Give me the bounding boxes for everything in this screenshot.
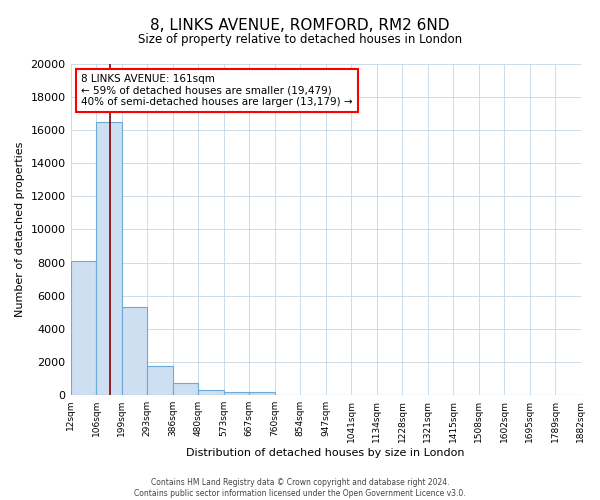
Text: 8, LINKS AVENUE, ROMFORD, RM2 6ND: 8, LINKS AVENUE, ROMFORD, RM2 6ND xyxy=(150,18,450,32)
Text: 8 LINKS AVENUE: 161sqm
← 59% of detached houses are smaller (19,479)
40% of semi: 8 LINKS AVENUE: 161sqm ← 59% of detached… xyxy=(81,74,352,107)
Bar xyxy=(96,122,122,395)
Bar xyxy=(224,392,249,395)
X-axis label: Distribution of detached houses by size in London: Distribution of detached houses by size … xyxy=(186,448,465,458)
Text: Contains HM Land Registry data © Crown copyright and database right 2024.
Contai: Contains HM Land Registry data © Crown c… xyxy=(134,478,466,498)
Bar xyxy=(249,392,275,395)
Bar xyxy=(147,366,173,395)
Y-axis label: Number of detached properties: Number of detached properties xyxy=(15,142,25,317)
Bar xyxy=(71,261,96,395)
Text: Size of property relative to detached houses in London: Size of property relative to detached ho… xyxy=(138,32,462,46)
Bar xyxy=(173,384,198,395)
Bar xyxy=(122,308,147,395)
Bar xyxy=(198,390,224,395)
